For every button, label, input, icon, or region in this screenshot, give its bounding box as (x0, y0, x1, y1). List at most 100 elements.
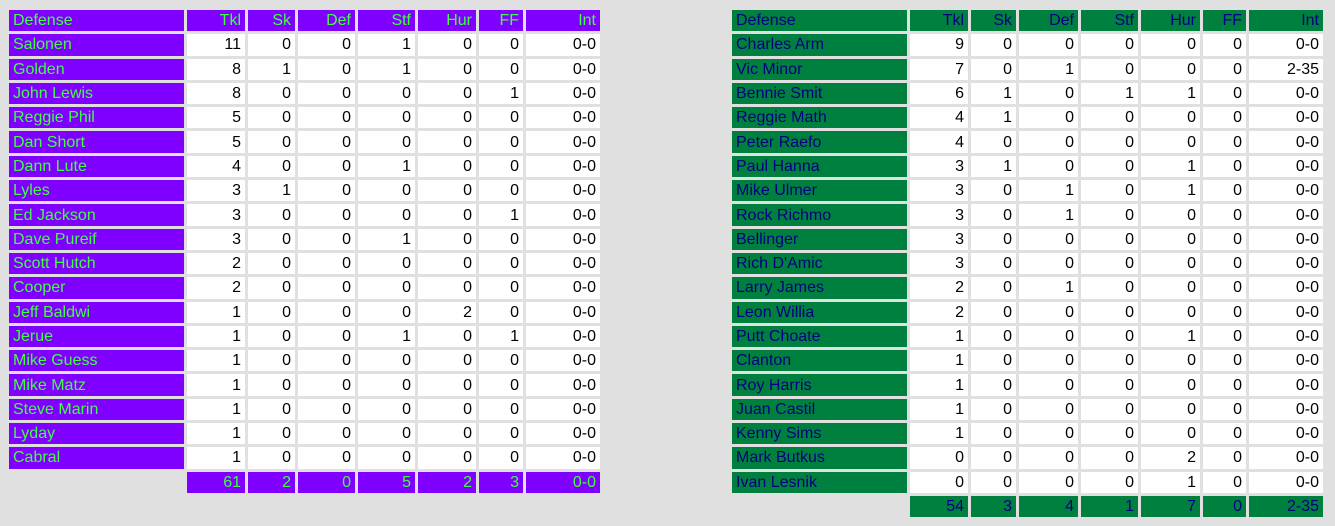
stat-cell: 0 (418, 350, 476, 372)
stat-cell: 0-0 (1249, 374, 1323, 396)
column-header: FF (1203, 10, 1246, 32)
player-name: Dan Short (9, 131, 184, 153)
stat-cell: 1 (910, 325, 968, 348)
stat-cell: 0 (1081, 277, 1138, 299)
stat-cell: 0 (358, 301, 415, 323)
stat-cell: 0 (479, 131, 523, 153)
stat-cell: 0 (1203, 252, 1246, 275)
stat-cell: 0 (248, 107, 295, 129)
stat-cell: 0 (1019, 374, 1078, 396)
stat-cell: 1 (358, 155, 415, 178)
player-name: Mark Butkus (732, 447, 907, 469)
player-name: Kenny Sims (732, 423, 907, 445)
player-name: Lyles (9, 180, 184, 202)
stat-cell: 0 (1203, 82, 1246, 105)
column-header: Def (298, 10, 355, 32)
column-header: Tkl (187, 10, 245, 32)
stat-cell: 0 (1203, 58, 1246, 80)
stat-cell: 0 (298, 374, 355, 396)
total-cell: 7 (1141, 495, 1200, 518)
stat-cell: 1 (1141, 471, 1200, 493)
player-row: Mike Ulmer 3 0 1 0 1 0 0-0 (732, 180, 1323, 202)
player-row: Cabral 1 0 0 0 0 0 0-0 (9, 447, 600, 469)
stat-cell: 0 (479, 155, 523, 178)
stat-cell: 1 (187, 374, 245, 396)
column-header: Int (526, 10, 600, 32)
stat-cell: 0 (1141, 107, 1200, 129)
player-row: Rock Richmo 3 0 1 0 0 0 0-0 (732, 204, 1323, 226)
stat-cell: 8 (187, 58, 245, 80)
player-row: Rich D'Amic 3 0 0 0 0 0 0-0 (732, 252, 1323, 275)
player-row: Lyday 1 0 0 0 0 0 0-0 (9, 423, 600, 445)
stat-cell: 2 (910, 277, 968, 299)
stat-cell: 0 (418, 180, 476, 202)
stat-cell: 3 (910, 180, 968, 202)
header-row: Defense Tkl Sk Def Stf Hur FF Int (9, 10, 600, 32)
stat-cell: 0 (418, 155, 476, 178)
stat-cell: 0 (971, 228, 1016, 250)
stat-cell: 0-0 (526, 58, 600, 80)
stat-cell: 0 (479, 277, 523, 299)
player-row: Larry James 2 0 1 0 0 0 0-0 (732, 277, 1323, 299)
stat-cell: 0 (1081, 301, 1138, 323)
stat-cell: 0 (1019, 252, 1078, 275)
column-header: Stf (358, 10, 415, 32)
stat-cell: 1 (248, 58, 295, 80)
stat-cell: 0 (971, 325, 1016, 348)
column-header: Defense (9, 10, 184, 32)
stat-cell: 6 (910, 82, 968, 105)
stat-cell: 0 (418, 277, 476, 299)
stat-cell: 0 (971, 180, 1016, 202)
stat-cell: 0 (1019, 325, 1078, 348)
stat-cell: 2 (187, 252, 245, 275)
total-cell: 4 (1019, 495, 1078, 518)
total-cell: 2 (418, 471, 476, 493)
stat-cell: 0-0 (1249, 471, 1323, 493)
stat-cell: 1 (358, 34, 415, 56)
stat-cell: 0 (298, 228, 355, 250)
stat-cell: 1 (910, 374, 968, 396)
stat-cell: 0-0 (526, 180, 600, 202)
player-row: Clanton 1 0 0 0 0 0 0-0 (732, 350, 1323, 372)
stat-cell: 0 (1081, 374, 1138, 396)
stat-cell: 0 (248, 398, 295, 421)
stat-cell: 1 (910, 423, 968, 445)
stat-cell: 0 (1081, 423, 1138, 445)
stat-cell: 0-0 (526, 252, 600, 275)
stat-cell: 0-0 (1249, 204, 1323, 226)
player-row: Jerue 1 0 0 1 0 1 0-0 (9, 325, 600, 348)
stat-cell: 1 (187, 325, 245, 348)
stat-cell: 0 (479, 180, 523, 202)
player-row: Reggie Phil 5 0 0 0 0 0 0-0 (9, 107, 600, 129)
stat-cell: 0-0 (1249, 131, 1323, 153)
stat-cell: 0 (479, 228, 523, 250)
stat-cell: 4 (910, 131, 968, 153)
player-row: Golden 8 1 0 1 0 0 0-0 (9, 58, 600, 80)
stat-cell: 1 (1141, 325, 1200, 348)
stat-cell: 0 (1203, 34, 1246, 56)
stat-cell: 0-0 (1249, 398, 1323, 421)
stat-cell: 0-0 (526, 325, 600, 348)
total-cell: 0-0 (526, 471, 600, 493)
player-name: Leon Willia (732, 301, 907, 323)
stat-cell: 0-0 (1249, 228, 1323, 250)
stat-cell: 0 (1141, 228, 1200, 250)
stat-cell: 0-0 (1249, 447, 1323, 469)
stat-cell: 0 (248, 155, 295, 178)
column-header: Hur (1141, 10, 1200, 32)
stat-cell: 0 (358, 374, 415, 396)
player-row: Lyles 3 1 0 0 0 0 0-0 (9, 180, 600, 202)
stat-cell: 0 (1081, 447, 1138, 469)
stat-cell: 0 (1081, 34, 1138, 56)
stat-cell: 0-0 (1249, 107, 1323, 129)
stat-cell: 0 (1019, 155, 1078, 178)
stat-cell: 0 (479, 423, 523, 445)
stat-cell: 3 (910, 228, 968, 250)
column-header: Sk (971, 10, 1016, 32)
stat-cell: 0-0 (1249, 155, 1323, 178)
stat-cell: 0-0 (1249, 325, 1323, 348)
stat-cell: 0 (248, 350, 295, 372)
player-row: Peter Raefo 4 0 0 0 0 0 0-0 (732, 131, 1323, 153)
stat-cell: 0 (1019, 398, 1078, 421)
stat-cell: 0 (1203, 374, 1246, 396)
